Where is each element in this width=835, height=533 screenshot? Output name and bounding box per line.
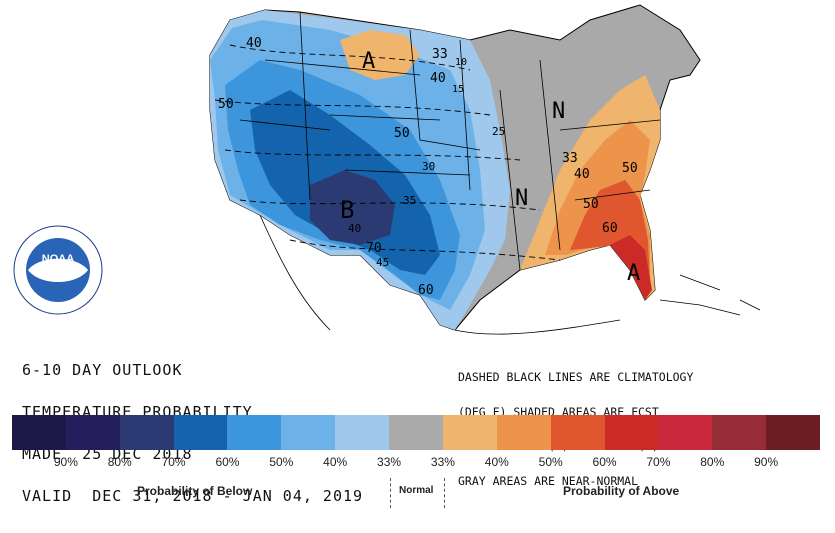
scale-percent-label: 80% bbox=[700, 455, 725, 469]
map-legend-line-2: (DEG F) SHADED AREAS ARE FCST bbox=[458, 404, 659, 419]
scale-color-cell bbox=[119, 415, 175, 450]
contour-label: 40 bbox=[246, 36, 262, 51]
scale-color-cell bbox=[766, 415, 821, 450]
scale-percent-label: 40% bbox=[484, 455, 509, 469]
contour-label: 50 bbox=[583, 197, 599, 212]
marker-below: B bbox=[340, 196, 354, 224]
scale-percent-label: 40% bbox=[323, 455, 348, 469]
outlook-line-1: 6-10 DAY OUTLOOK bbox=[22, 361, 183, 379]
contour-label: 40 bbox=[430, 71, 446, 86]
state-borders bbox=[239, 11, 661, 271]
normal-left-divider bbox=[390, 478, 391, 508]
contour-label: 50 bbox=[622, 161, 638, 176]
contour-label: 70 bbox=[366, 241, 382, 256]
climatology-contours bbox=[214, 44, 561, 261]
coastlines bbox=[259, 214, 761, 335]
probability-below-label: Probability of Below bbox=[137, 484, 253, 498]
scale-color-cell bbox=[389, 415, 444, 450]
contour-label: 40 bbox=[574, 167, 590, 182]
contour-label-group: 40 50 33 10 40 15 50 25 30 35 40 45 70 6… bbox=[218, 36, 638, 298]
scale-percent-label: 90% bbox=[754, 455, 779, 469]
outlook-line-4: VALID DEC 31, 2018 - JAN 04, 2019 bbox=[22, 487, 364, 505]
scale-color-cell bbox=[658, 415, 713, 450]
scale-color-cell bbox=[65, 415, 121, 450]
scale-color-cell bbox=[227, 415, 282, 450]
map-legend-line-4: GRAY AREAS ARE NEAR-NORMAL bbox=[458, 473, 639, 488]
contour-label: 33 bbox=[432, 47, 448, 62]
normal-right-divider bbox=[444, 478, 445, 508]
contour-label: 35 bbox=[403, 194, 416, 207]
outlook-map-frame: 40 50 33 10 40 15 50 25 30 35 40 45 70 6… bbox=[12, 4, 821, 508]
contour-label: 10 bbox=[455, 57, 467, 68]
marker-above: A bbox=[627, 261, 640, 286]
temperature-outlook-map: 40 50 33 10 40 15 50 25 30 35 40 45 70 6… bbox=[13, 4, 761, 335]
contour-label: 50 bbox=[394, 126, 410, 141]
region-below-80 bbox=[310, 170, 395, 245]
marker-above-north: A bbox=[362, 49, 375, 74]
outlook-markers: B A A N N bbox=[340, 49, 640, 286]
scale-percent-label: 33% bbox=[377, 455, 402, 469]
contour-label: 50 bbox=[218, 97, 234, 112]
scale-percent-label: 80% bbox=[107, 455, 132, 469]
scale-percent-label: 60% bbox=[592, 455, 617, 469]
contour-label: 45 bbox=[376, 256, 389, 269]
scale-percent-label: 50% bbox=[538, 455, 563, 469]
scale-percent-label: 70% bbox=[646, 455, 671, 469]
scale-color-cell bbox=[335, 415, 390, 450]
contour-label: 60 bbox=[602, 221, 618, 236]
contour-label: 25 bbox=[492, 125, 505, 138]
outlook-line-3: MADE 25 DEC 2018 bbox=[22, 445, 193, 463]
normal-label: Normal bbox=[399, 485, 434, 496]
contour-label: 30 bbox=[422, 160, 435, 173]
probability-above-label: Probability of Above bbox=[563, 484, 680, 498]
contour-label: 15 bbox=[452, 84, 464, 95]
scale-color-cell bbox=[281, 415, 336, 450]
scale-percent-label: 33% bbox=[430, 455, 455, 469]
contour-label: 60 bbox=[418, 283, 434, 298]
marker-normal-north: N bbox=[552, 99, 565, 124]
noaa-logo-text: NOAA bbox=[42, 253, 74, 265]
scale-color-cell bbox=[173, 415, 228, 450]
scale-color-cell bbox=[712, 415, 767, 450]
scale-color-cell bbox=[442, 415, 498, 450]
scale-percent-label: 60% bbox=[215, 455, 240, 469]
scale-percent-label: 50% bbox=[269, 455, 294, 469]
contour-label: 40 bbox=[348, 222, 361, 235]
region-above-70 bbox=[610, 235, 652, 300]
scale-color-cell bbox=[496, 415, 552, 450]
scale-color-cell bbox=[12, 415, 67, 450]
region-above-north bbox=[340, 30, 420, 80]
noaa-logo: NOAA bbox=[13, 225, 103, 315]
scale-percent-label: 90% bbox=[53, 455, 78, 469]
map-legend-line-1: DASHED BLACK LINES ARE CLIMATOLOGY bbox=[458, 370, 694, 384]
scale-color-cell bbox=[604, 415, 659, 450]
scale-color-cell bbox=[550, 415, 606, 450]
scale-percent-label: 70% bbox=[161, 455, 186, 469]
marker-normal-south: N bbox=[515, 186, 528, 211]
contour-label: 33 bbox=[562, 151, 578, 166]
